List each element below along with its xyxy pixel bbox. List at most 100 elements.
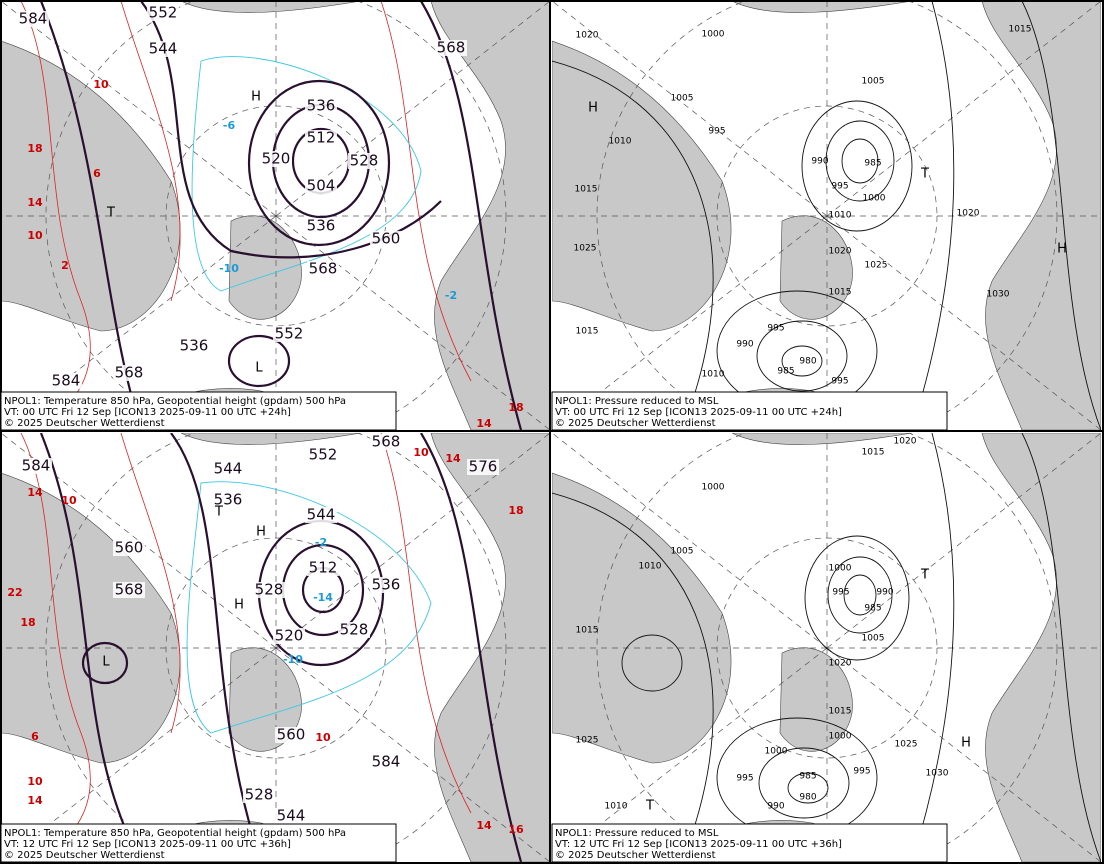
label-background bbox=[275, 808, 307, 824]
contour-label: 1005 bbox=[862, 634, 885, 644]
contour-label: 1005 bbox=[671, 94, 694, 104]
contour-label: 14 bbox=[27, 486, 43, 499]
label-background bbox=[305, 130, 337, 146]
label-background bbox=[307, 447, 339, 463]
label-background bbox=[113, 365, 145, 381]
label-background bbox=[243, 787, 275, 803]
contour-label: 990 bbox=[811, 157, 828, 167]
contour-label: 985 bbox=[864, 159, 881, 169]
contour-label: -2 bbox=[445, 289, 457, 302]
contour-label: 22 bbox=[7, 586, 22, 599]
contour-label: T bbox=[920, 568, 929, 583]
caption-box bbox=[0, 391, 397, 431]
label-background bbox=[275, 727, 307, 743]
contour-label: 1005 bbox=[671, 547, 694, 557]
contour-label: 14 bbox=[476, 417, 492, 430]
caption-line: VT: 00 UTC Fri 12 Sep [ICON13 2025-09-11… bbox=[555, 407, 842, 418]
contour-label: 1015 bbox=[829, 707, 852, 717]
caption-line: VT: 12 UTC Fri 12 Sep [ICON13 2025-09-11… bbox=[4, 839, 291, 850]
contour-label: 1000 bbox=[863, 194, 886, 204]
contour-label: 10 bbox=[315, 731, 331, 744]
contour-label: 10 bbox=[27, 229, 43, 242]
label-background bbox=[348, 153, 380, 169]
label-background bbox=[273, 326, 305, 342]
panel-4 bbox=[552, 433, 1101, 862]
contour-label: T bbox=[920, 167, 929, 182]
contour-label: 1000 bbox=[765, 747, 788, 757]
contour-label: 1020 bbox=[829, 247, 852, 257]
contour-label: 552 bbox=[149, 4, 178, 22]
contour-label: 504 bbox=[307, 177, 336, 195]
contour-label: 16 bbox=[508, 823, 524, 836]
caption-box bbox=[551, 391, 948, 431]
contour-label: 1025 bbox=[895, 740, 918, 750]
contour-label: 1015 bbox=[862, 448, 885, 458]
label-background bbox=[370, 577, 402, 593]
label-background bbox=[178, 338, 210, 354]
contour-label: 544 bbox=[277, 807, 306, 825]
label-background bbox=[370, 434, 402, 450]
panel-labels: 552 536 512 520 504 528 536 560 568 552 536 584 568 5… bbox=[0, 4, 524, 431]
contour-label: 568 bbox=[437, 39, 466, 57]
contour-label: 10 bbox=[413, 446, 429, 459]
contour-label: 2 bbox=[61, 259, 69, 272]
contour-label: -10 bbox=[283, 653, 303, 666]
label-background bbox=[435, 40, 467, 56]
label-background bbox=[260, 151, 292, 167]
contour-label: 1030 bbox=[987, 290, 1010, 300]
contour-label: 18 bbox=[27, 142, 42, 155]
contour-label: 995 bbox=[708, 127, 725, 137]
contour-label: 552 bbox=[309, 446, 338, 464]
label-background bbox=[212, 461, 244, 477]
contour-label: 985 bbox=[799, 772, 816, 782]
contour-label: 1020 bbox=[957, 209, 980, 219]
contour-label: T bbox=[645, 799, 654, 814]
contour-label: 584 bbox=[22, 457, 51, 475]
label-background bbox=[147, 5, 179, 21]
contour-label: 10 bbox=[61, 494, 77, 507]
contour-label: 544 bbox=[214, 460, 243, 478]
contour-label: 568 bbox=[115, 581, 144, 599]
contour-label: 6 bbox=[31, 730, 39, 743]
contour-label: 520 bbox=[275, 627, 304, 645]
contour-label: 1015 bbox=[1009, 25, 1032, 35]
label-background bbox=[307, 261, 339, 277]
contour-label: -6 bbox=[223, 119, 236, 132]
contour-label: 544 bbox=[149, 40, 178, 58]
contour-label: 14 bbox=[476, 819, 492, 832]
contour-label: 1010 bbox=[702, 370, 725, 380]
contour-label: 1015 bbox=[575, 185, 598, 195]
contour-label: 1010 bbox=[605, 802, 628, 812]
contour-label: 1020 bbox=[829, 659, 852, 669]
label-background bbox=[212, 492, 244, 508]
label-background bbox=[113, 540, 145, 556]
panel-labels: 1020 1000 1005 1010 995 1015 1025 990 985 995 1000… bbox=[551, 25, 1067, 431]
contour-label: 520 bbox=[262, 150, 291, 168]
contour-label: 1015 bbox=[576, 327, 599, 337]
contour-label: 584 bbox=[372, 753, 401, 771]
contour-label: 14 bbox=[445, 452, 461, 465]
label-background bbox=[147, 41, 179, 57]
contour-label: 1030 bbox=[926, 769, 949, 779]
contour-label: 1010 bbox=[609, 137, 632, 147]
contour-label: 1020 bbox=[894, 437, 917, 447]
contour-label: -14 bbox=[313, 591, 333, 604]
contour-label: 560 bbox=[115, 539, 144, 557]
label-background bbox=[305, 218, 337, 234]
contour-label: 512 bbox=[307, 129, 336, 147]
contour-label: 536 bbox=[180, 337, 209, 355]
contour-label: 536 bbox=[214, 491, 243, 509]
contour-label: 995 bbox=[832, 588, 849, 598]
contour-label: 512 bbox=[309, 559, 338, 577]
contour-label: 528 bbox=[255, 581, 284, 599]
caption-line: VT: 12 UTC Fri 12 Sep [ICON13 2025-09-11… bbox=[555, 839, 842, 850]
contour-label: 552 bbox=[275, 325, 304, 343]
caption-box bbox=[0, 823, 397, 863]
contour-label: 985 bbox=[864, 604, 881, 614]
contour-label: 1000 bbox=[829, 732, 852, 742]
contour-label: 18 bbox=[20, 616, 35, 629]
contour-label: 560 bbox=[277, 726, 306, 744]
contour-label: 995 bbox=[736, 774, 753, 784]
